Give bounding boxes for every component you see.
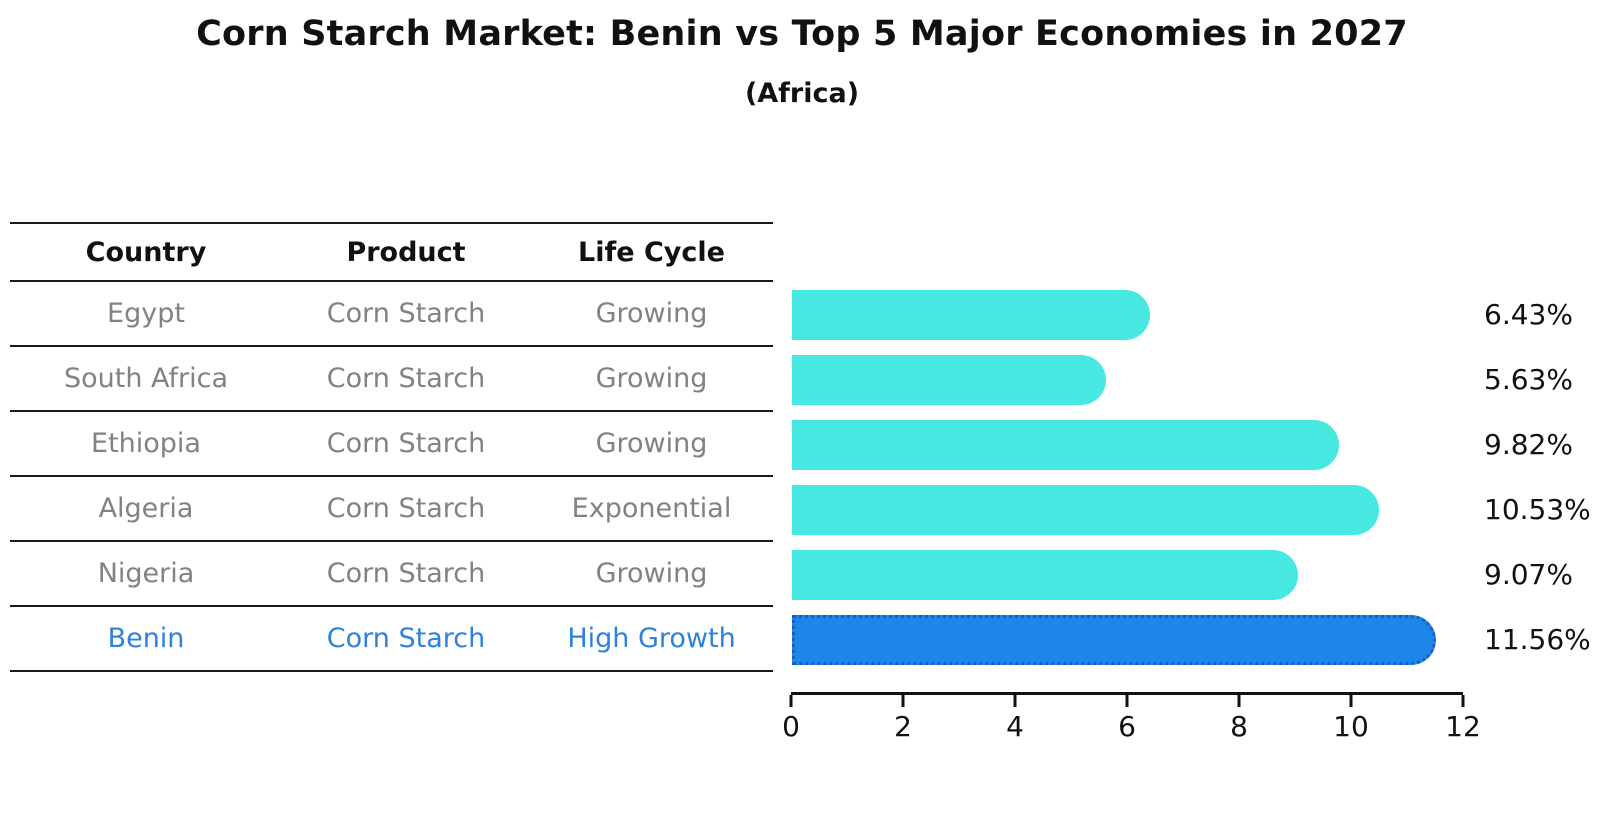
value-labels: 6.43% 5.63% 9.82% 10.53% 9.07% 11.56%	[1484, 282, 1591, 672]
cell-product: Corn Starch	[326, 363, 486, 394]
bar-south-africa	[792, 354, 1106, 405]
x-axis-tick	[1349, 695, 1353, 707]
bar-nigeria	[792, 549, 1298, 600]
cell-life-cycle: Growing	[595, 363, 708, 394]
x-axis-tick-label: 12	[1445, 710, 1481, 743]
table-row: Algeria Corn Starch Exponential	[10, 477, 773, 542]
bar-chart-plot-area	[792, 282, 1461, 672]
bar-row	[792, 347, 1461, 412]
x-axis-tick	[1237, 695, 1241, 707]
cell-country: South Africa	[63, 363, 229, 394]
cell-country: Egypt	[107, 298, 185, 329]
bar-row	[792, 477, 1461, 542]
bar-egypt	[792, 289, 1151, 340]
bar-algeria	[792, 484, 1380, 535]
cell-life-cycle: High Growth	[567, 623, 736, 654]
value-label-algeria: 10.53%	[1484, 493, 1591, 526]
col-header-country: Country	[85, 236, 207, 268]
value-label-nigeria: 9.07%	[1484, 558, 1573, 591]
cell-life-cycle: Growing	[595, 428, 708, 459]
bar-row	[792, 412, 1461, 477]
x-axis-tick-label: 6	[1118, 710, 1136, 743]
bar-row	[792, 542, 1461, 607]
bar-benin-highlighted	[792, 614, 1437, 665]
cell-product: Corn Starch	[326, 558, 486, 589]
col-header-product: Product	[346, 236, 466, 268]
table-row: South Africa Corn Starch Growing	[10, 347, 773, 412]
cell-country: Ethiopia	[91, 428, 201, 459]
cell-country: Benin	[107, 623, 185, 654]
cell-product: Corn Starch	[326, 493, 486, 524]
cell-product: Corn Starch	[326, 428, 486, 459]
col-header-life-cycle: Life Cycle	[578, 236, 725, 268]
value-label-benin: 11.56%	[1484, 623, 1591, 656]
country-table: Country Product Life Cycle Egypt Corn St…	[10, 222, 773, 672]
x-axis-tick-label: 10	[1333, 710, 1369, 743]
table-row-benin: Benin Corn Starch High Growth	[10, 607, 773, 672]
x-axis: 0 2 4 6 8 10 12	[782, 692, 1481, 743]
cell-country: Algeria	[98, 493, 194, 524]
cell-life-cycle: Exponential	[571, 493, 732, 524]
value-label-egypt: 6.43%	[1484, 298, 1573, 331]
x-axis-tick-label: 8	[1230, 710, 1248, 743]
cell-product: Corn Starch	[326, 298, 486, 329]
x-axis-tick-label: 4	[1006, 710, 1024, 743]
x-axis-tick-label: 0	[782, 710, 800, 743]
chart-subtitle: (Africa)	[744, 78, 860, 109]
x-axis-tick	[1125, 695, 1129, 707]
cell-country: Nigeria	[97, 558, 195, 589]
bar-row	[792, 282, 1461, 347]
value-label-ethiopia: 9.82%	[1484, 428, 1573, 461]
x-axis-tick	[789, 695, 793, 707]
cell-life-cycle: Growing	[595, 298, 708, 329]
bar-row	[792, 607, 1461, 672]
x-axis-tick	[901, 695, 905, 707]
table-row: Egypt Corn Starch Growing	[10, 282, 773, 347]
table-header-row: Country Product Life Cycle	[10, 222, 773, 282]
table-row: Nigeria Corn Starch Growing	[10, 542, 773, 607]
cell-product: Corn Starch	[326, 623, 486, 654]
bar-ethiopia	[792, 419, 1340, 470]
x-axis-tick	[1461, 695, 1465, 707]
x-axis-tick-label: 2	[894, 710, 912, 743]
value-label-south-africa: 5.63%	[1484, 363, 1573, 396]
x-axis-tick	[1013, 695, 1017, 707]
cell-life-cycle: Growing	[595, 558, 708, 589]
table-row: Ethiopia Corn Starch Growing	[10, 412, 773, 477]
chart-title: Corn Starch Market: Benin vs Top 5 Major…	[196, 14, 1408, 54]
